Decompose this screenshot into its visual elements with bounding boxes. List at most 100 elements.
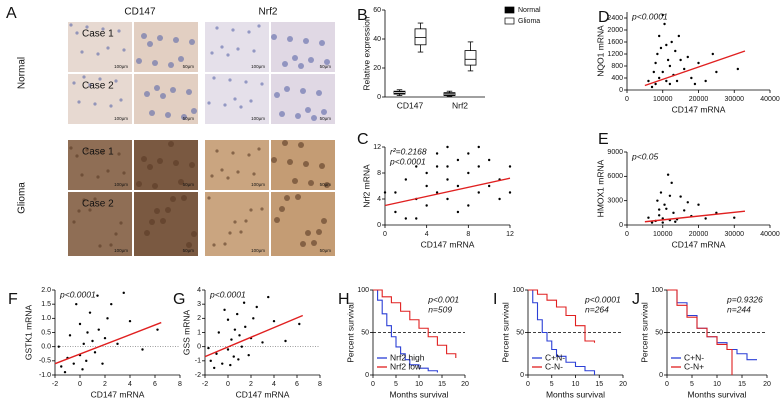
y-tick-label: 2000 xyxy=(607,27,623,34)
point xyxy=(230,338,233,341)
x-tick-label: 4 xyxy=(272,381,276,388)
cell-nucleus xyxy=(160,93,166,99)
x-axis-label: Months survival xyxy=(687,389,746,399)
cell-nucleus xyxy=(226,53,230,57)
cell-nucleus xyxy=(85,148,89,152)
point xyxy=(425,171,428,175)
cell-nucleus xyxy=(316,229,322,235)
x-tick-label: CD147 xyxy=(397,100,424,110)
legend-label: Glioma xyxy=(518,18,540,25)
point xyxy=(670,40,673,44)
cell-nucleus xyxy=(181,195,187,201)
point xyxy=(209,359,212,363)
point xyxy=(665,43,668,47)
cell-nucleus xyxy=(119,98,123,102)
legend-label: C-N+ xyxy=(684,361,704,371)
point xyxy=(647,216,650,219)
scale-bar-label: 50μm xyxy=(320,116,332,121)
cell-nucleus xyxy=(298,142,304,148)
x-tick-label: -2 xyxy=(52,381,58,388)
point xyxy=(240,345,243,348)
point xyxy=(704,217,707,220)
point xyxy=(394,210,397,214)
cell-nucleus xyxy=(75,154,79,158)
point xyxy=(226,318,230,321)
x-tick-label: 8 xyxy=(466,231,470,238)
panel-letter: G xyxy=(173,291,185,308)
cell-nucleus xyxy=(170,87,176,93)
x-tick-label: 6 xyxy=(295,381,299,388)
cell-nucleus xyxy=(69,23,73,27)
cell-nucleus xyxy=(186,242,192,248)
cell-nucleus xyxy=(82,198,86,202)
x-tick-label: 0 xyxy=(625,96,629,103)
point xyxy=(221,362,224,365)
x-tick-label: Nrf2 xyxy=(452,100,468,110)
y-tick-label: 12 xyxy=(373,144,381,151)
point xyxy=(82,342,85,346)
scale-bar-label: 100μm xyxy=(114,64,128,69)
x-axis-label: Months survival xyxy=(389,389,448,399)
cell-nucleus xyxy=(136,181,142,187)
cell-nucleus xyxy=(271,34,277,40)
x-tick-label: 15 xyxy=(738,381,746,388)
cell-nucleus xyxy=(152,183,158,189)
point xyxy=(446,178,449,181)
point xyxy=(686,55,689,59)
point xyxy=(668,194,672,197)
cell-nucleus xyxy=(93,197,97,201)
panel-letter: C xyxy=(357,131,369,148)
cell-nucleus xyxy=(279,206,285,212)
point xyxy=(683,209,686,212)
cell-nucleus xyxy=(168,62,174,68)
cell-nucleus xyxy=(231,28,235,32)
cell-nucleus xyxy=(321,109,327,115)
annotation: n=264 xyxy=(585,304,609,314)
point xyxy=(697,203,700,206)
point xyxy=(229,363,232,367)
survival-curve xyxy=(667,289,733,375)
point xyxy=(663,22,666,26)
point xyxy=(75,302,78,306)
point xyxy=(665,207,668,210)
y-tick-label: 60 xyxy=(373,7,381,14)
point xyxy=(237,358,240,361)
cell-nucleus xyxy=(300,241,306,247)
annotation: p<0.0001 xyxy=(584,294,621,304)
point xyxy=(86,331,89,334)
y-tick-label: 100 xyxy=(357,287,369,294)
point xyxy=(733,216,736,219)
x-tick-label: 4 xyxy=(128,381,132,388)
point xyxy=(693,82,697,86)
cell-nucleus xyxy=(321,218,327,224)
cell-nucleus xyxy=(106,169,110,173)
point xyxy=(657,76,661,80)
point xyxy=(652,70,656,74)
x-axis-label: CD147 mRNA xyxy=(236,389,290,399)
x-tick-label: 20 xyxy=(619,381,627,388)
histology-image xyxy=(134,140,198,190)
x-tick-label: 10000 xyxy=(653,231,673,238)
point xyxy=(654,61,657,65)
point xyxy=(110,302,113,306)
y-axis-label: Percent survival xyxy=(639,302,649,363)
scale-bar-label: 100μm xyxy=(251,248,265,253)
column-header: Nrf2 xyxy=(259,7,278,18)
y-tick-label: 0.0 xyxy=(41,344,51,351)
cell-nucleus xyxy=(109,104,113,108)
x-tick-label: 2 xyxy=(249,381,253,388)
scale-bar-label: 50μm xyxy=(183,64,195,69)
x-tick-label: 5 xyxy=(394,381,398,388)
scale-bar-label: 100μm xyxy=(251,182,265,187)
histology-image xyxy=(68,140,132,190)
point xyxy=(467,171,470,175)
cell-nucleus xyxy=(287,159,293,165)
point xyxy=(93,351,97,354)
y-tick-label: 0 xyxy=(659,372,663,379)
point xyxy=(156,328,159,331)
cell-nucleus xyxy=(141,156,147,162)
cell-nucleus xyxy=(220,45,224,49)
histology-image xyxy=(68,22,132,72)
cell-nucleus xyxy=(271,157,277,163)
group-label: Glioma xyxy=(17,182,28,214)
